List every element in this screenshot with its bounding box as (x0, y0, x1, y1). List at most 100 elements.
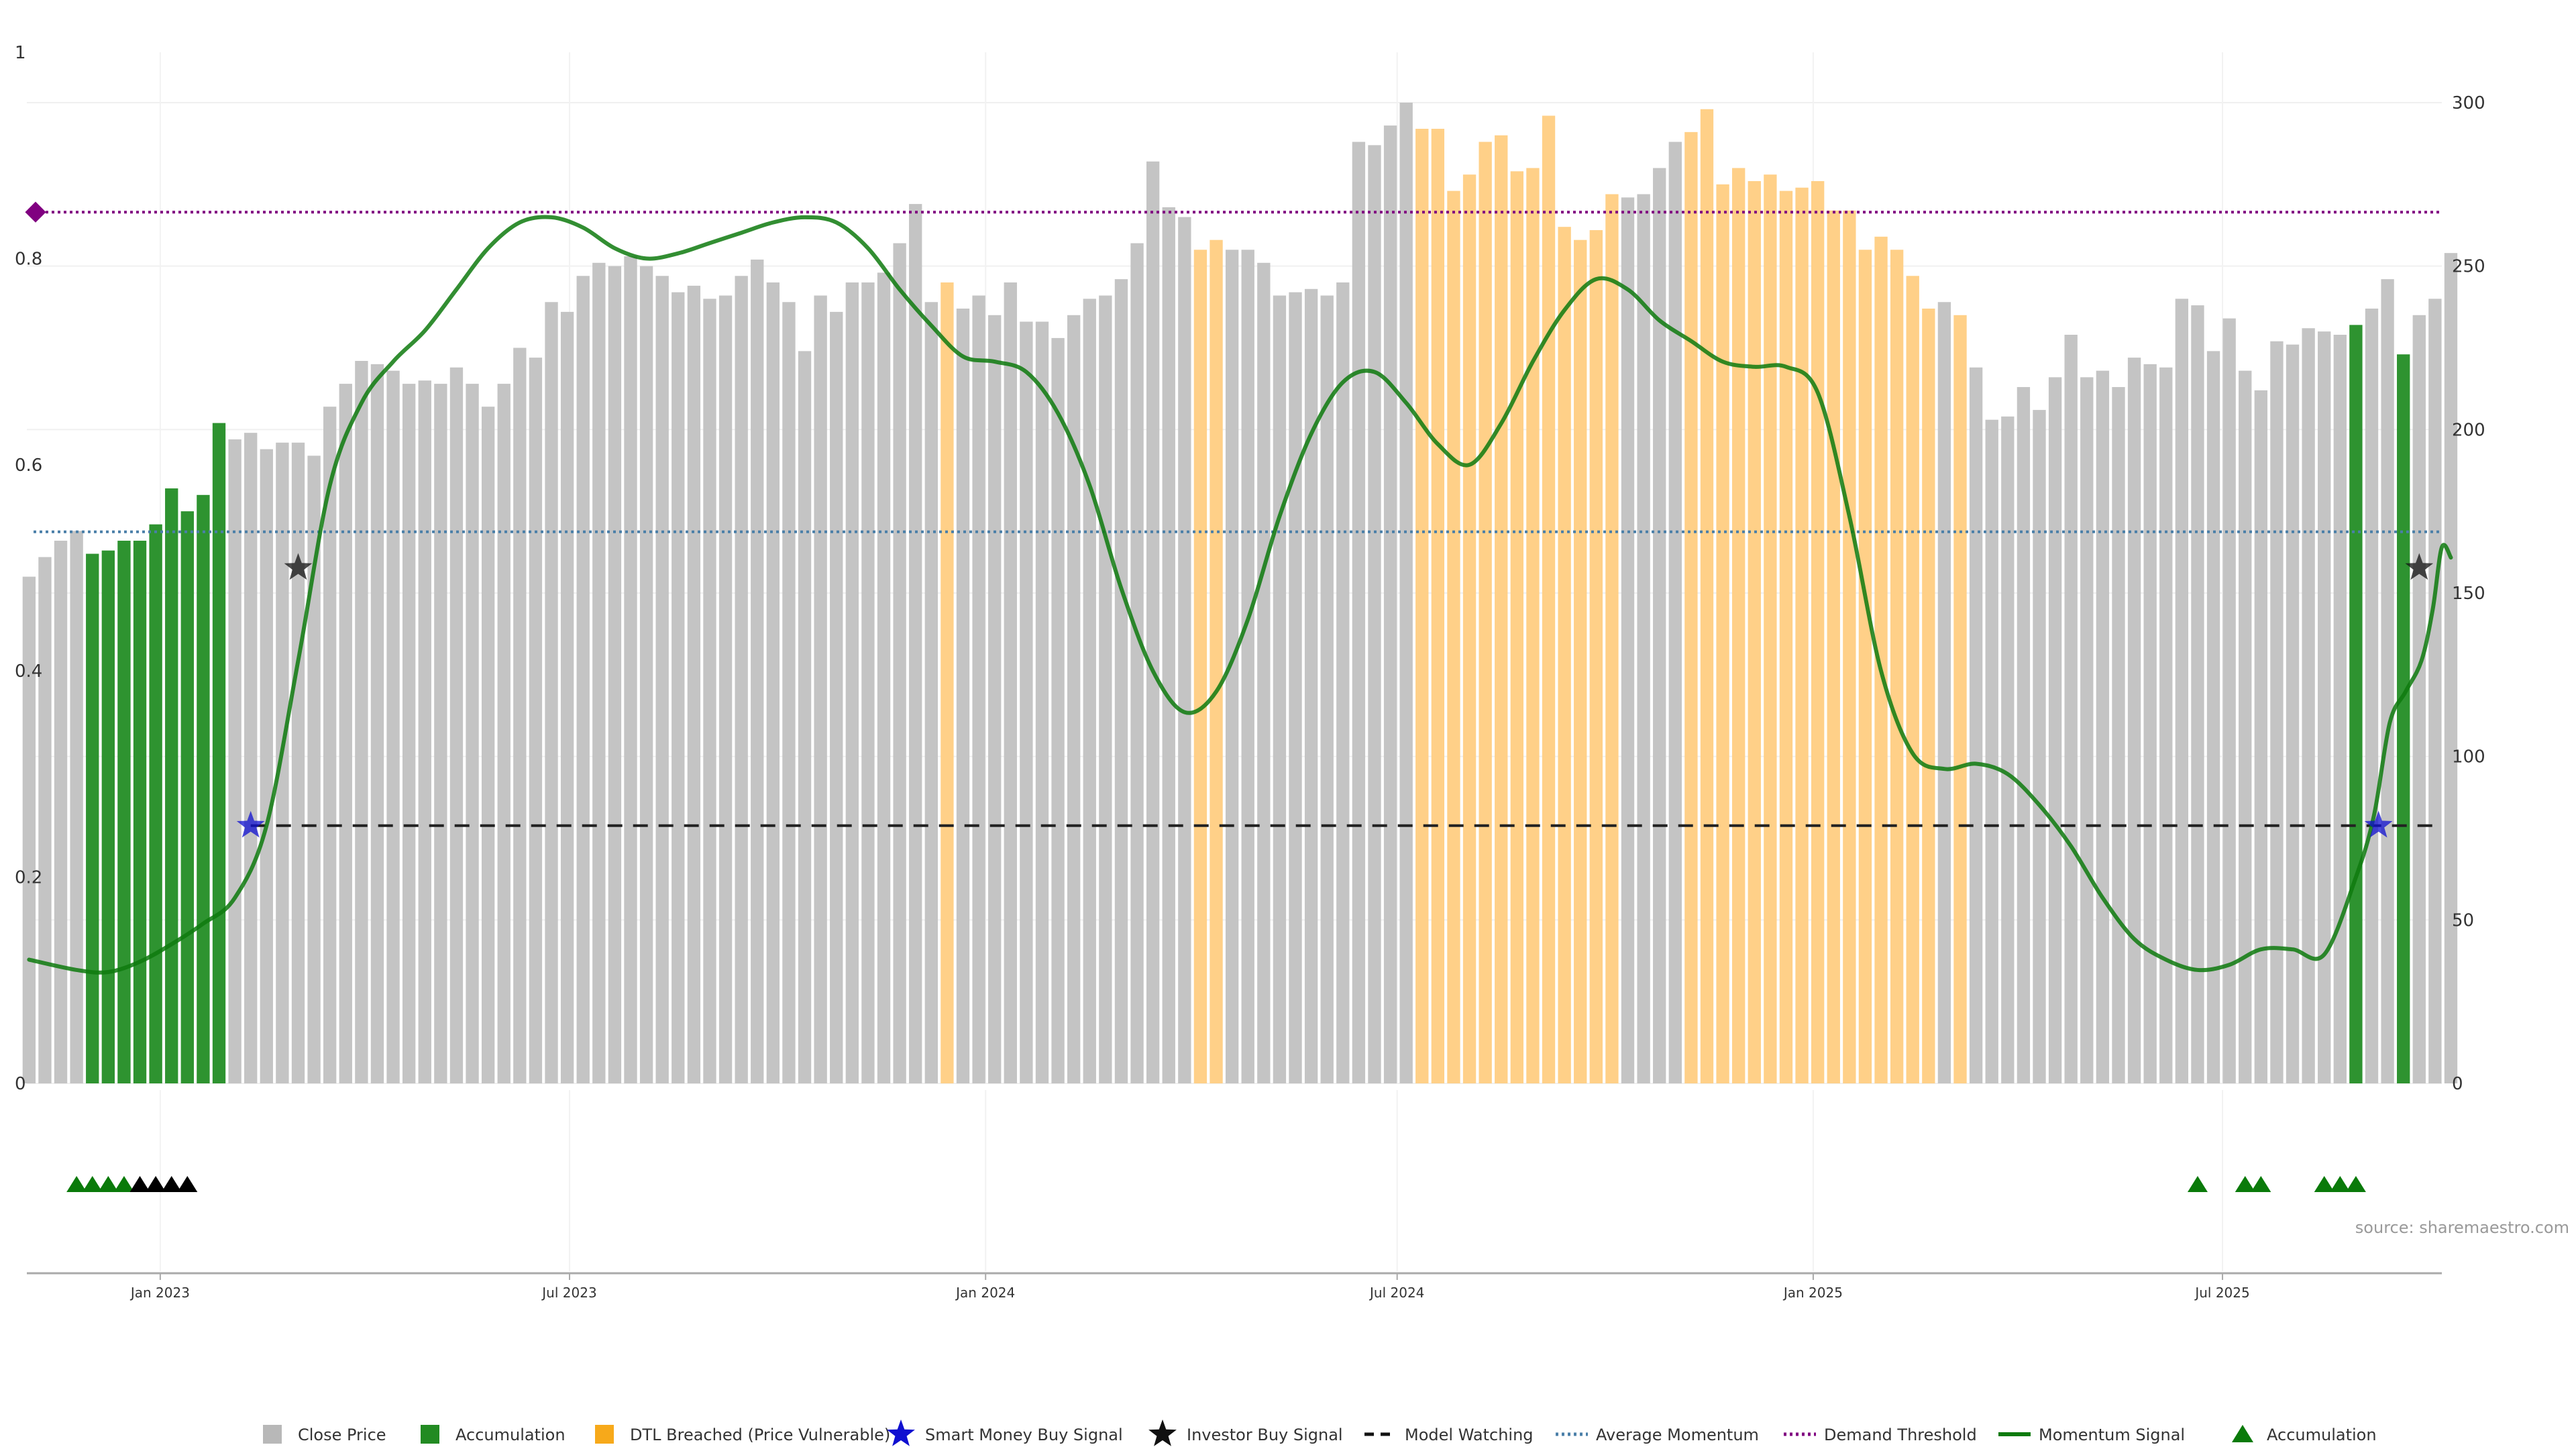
close-price-bar (1969, 367, 1983, 1083)
momentum-signal-line (27, 215, 2453, 975)
close-price-bar (1083, 299, 1096, 1083)
y-right-tick-label: 0 (2452, 1074, 2463, 1094)
accumulation-bar (149, 524, 162, 1083)
y-left-tick-label: 0 (15, 1074, 26, 1094)
accumulation-triangle-icon (2251, 1176, 2271, 1192)
source-label: source: sharemaestro.com (2355, 1218, 2569, 1237)
close-price-bar (893, 243, 906, 1083)
close-price-bar (54, 541, 68, 1083)
dtl-bar (1589, 230, 1603, 1083)
accumulation-bar (197, 494, 210, 1083)
y-right-tick-label: 300 (2452, 93, 2485, 113)
close-price-bar (2270, 341, 2284, 1084)
legend-label: Demand Threshold (1824, 1426, 1977, 1444)
close-price-bar (434, 384, 447, 1083)
close-price-bar (2254, 390, 2268, 1084)
close-price-bar (1383, 125, 1397, 1084)
close-price-bar (687, 285, 701, 1083)
close-price-bar (2143, 364, 2157, 1083)
smart-money-star-icon (236, 810, 265, 838)
close-price-bar (639, 266, 653, 1084)
demand-threshold-marker (25, 201, 46, 223)
legend-label: DTL Breached (Price Vulnerable) (630, 1426, 890, 1444)
close-price-bar (370, 364, 384, 1083)
legend-label: Accumulation (455, 1426, 566, 1444)
close-price-bar (1336, 282, 1350, 1083)
legend-item-investor: Investor Buy Signal (1148, 1419, 1343, 1446)
close-price-bar (1985, 419, 1998, 1083)
price-bars (22, 103, 2458, 1084)
close-price-bar (2017, 386, 2031, 1083)
close-price-bar (798, 351, 812, 1084)
close-price-bar (260, 449, 273, 1083)
legend-square-icon (595, 1425, 614, 1444)
close-price-bar (2206, 351, 2220, 1084)
dtl-bar (1700, 109, 1714, 1083)
close-price-bar (1621, 197, 1635, 1083)
close-price-bar (1035, 321, 1049, 1084)
close-price-bar (228, 439, 241, 1083)
close-price-bar (2175, 299, 2189, 1083)
close-price-bar (830, 311, 843, 1084)
legend-label: Model Watching (1405, 1426, 1534, 1444)
close-price-bar (2286, 344, 2300, 1083)
close-price-bar (735, 276, 748, 1084)
close-price-bar (718, 295, 733, 1084)
y-left-tick-label: 1 (15, 43, 26, 63)
close-price-bar (1273, 295, 1287, 1084)
close-price-bar (2001, 416, 2015, 1083)
dtl-bar (1732, 168, 1746, 1083)
close-price-bar (402, 384, 416, 1083)
dtl-bar (1193, 250, 1208, 1083)
close-price-bar (2302, 328, 2315, 1083)
close-price-bar (2318, 331, 2331, 1084)
close-price-bar (972, 295, 985, 1084)
accumulation-bar (86, 553, 99, 1083)
y-right-tick-label: 50 (2452, 910, 2474, 930)
close-price-bar (2127, 358, 2141, 1083)
x-tick-label: Jul 2025 (2194, 1285, 2249, 1301)
y-left-tick-label: 0.6 (15, 455, 42, 476)
legend-item-demand: Demand Threshold (1784, 1426, 1977, 1444)
close-price-bar (861, 282, 875, 1083)
close-price-bar (513, 347, 527, 1083)
close-price-bar (466, 384, 479, 1083)
close-price-bar (924, 302, 938, 1084)
accumulation-triangle-icon (2330, 1176, 2351, 1192)
legend-item-dtl: DTL Breached (Price Vulnerable) (595, 1425, 890, 1444)
legend-label: Investor Buy Signal (1187, 1426, 1343, 1444)
close-price-bar (2444, 253, 2458, 1083)
dtl-bar (1779, 191, 1793, 1084)
legend-star-icon (1148, 1419, 1177, 1446)
close-price-bar (1668, 142, 1682, 1084)
dtl-bar (1811, 180, 1825, 1084)
close-price-bar (814, 295, 827, 1084)
close-price-bar (845, 282, 859, 1083)
legend-item-accumulation: Accumulation (421, 1425, 566, 1444)
y-right-tick-label: 150 (2452, 584, 2485, 604)
close-price-bar (2048, 377, 2062, 1083)
close-price-bar (244, 433, 258, 1083)
close-price-bar (355, 360, 368, 1083)
close-price-bar (22, 576, 36, 1083)
close-price-bar (1257, 262, 1271, 1083)
close-price-bar (2096, 370, 2110, 1084)
accumulation-bar (117, 541, 131, 1083)
close-price-bar (481, 407, 495, 1083)
investor-triangle-icon (146, 1176, 166, 1192)
accumulation-bar (212, 423, 226, 1083)
close-price-bar (418, 380, 431, 1083)
accumulation-bar (133, 541, 147, 1083)
close-price-bar (624, 256, 637, 1084)
legend-item-acc_marker: Accumulation (2232, 1425, 2377, 1444)
legend-star-icon (887, 1419, 915, 1446)
close-price-bar (1178, 217, 1191, 1084)
legend-item-close: Close Price (263, 1425, 386, 1444)
accumulation-triangle-icon (2314, 1176, 2334, 1192)
dtl-bar (1479, 142, 1492, 1084)
y-right-tick-label: 200 (2452, 420, 2485, 440)
close-price-bar (2080, 377, 2094, 1083)
dtl-bar (1574, 239, 1587, 1084)
legend: Close Price Accumulation DTL Breached (Pri… (263, 1419, 2377, 1446)
